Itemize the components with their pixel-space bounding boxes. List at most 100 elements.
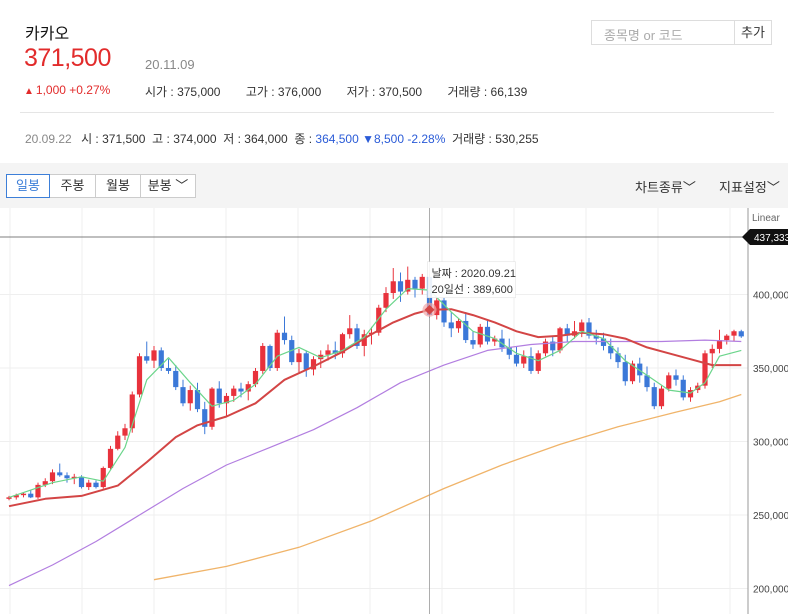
y-tick-label: 200,000 <box>753 585 788 596</box>
candle-body <box>361 334 367 346</box>
candle-body <box>709 348 715 354</box>
tab-weekly[interactable]: 주봉 <box>49 174 96 198</box>
candle-body <box>354 328 360 346</box>
candle-body <box>20 493 27 496</box>
volume: 거래량 : 66,139 <box>447 85 528 99</box>
candle-body <box>658 388 665 407</box>
candle-body <box>637 363 643 376</box>
y-tick-label: 300,000 <box>753 438 788 449</box>
stock-header: 카카오 371,500 20.11.09 ▲ 1,000 +0.27% 시가 : … <box>0 0 788 150</box>
ma20-line <box>8 308 742 508</box>
candle-body <box>687 390 694 398</box>
candle-body <box>78 476 85 488</box>
scale-label: Linear <box>752 213 780 224</box>
hover-open: 시 : 371,500 <box>81 132 146 146</box>
candle-body <box>310 359 317 370</box>
candle-body <box>600 338 607 346</box>
tooltip-ma20: 20일선 : 389,600 <box>432 282 513 296</box>
candle-body <box>274 332 280 368</box>
add-button[interactable]: 추가 <box>735 20 772 45</box>
candle-body <box>42 481 48 485</box>
candle-body <box>535 353 541 371</box>
ma60-line <box>8 339 742 587</box>
y-tick-label: 250,000 <box>753 511 788 522</box>
hover-change: ▼8,500 <box>362 132 405 146</box>
low-price: 저가 : 370,500 <box>346 85 423 99</box>
tab-monthly[interactable]: 월봉 <box>95 174 141 198</box>
price-change: ▲ 1,000 +0.27% <box>24 83 110 97</box>
candle-body <box>383 293 389 308</box>
candle-body <box>397 281 404 292</box>
candle-body <box>680 379 686 398</box>
change-percent: +0.27% <box>69 83 111 97</box>
candle-body <box>136 356 143 395</box>
candle-body <box>542 341 549 354</box>
candle-body <box>303 353 309 370</box>
candle-body <box>666 375 672 389</box>
candle-body <box>13 495 19 498</box>
candle-body <box>673 375 679 380</box>
y-tick-label: 400,000 <box>753 291 788 302</box>
current-price: 371,500 <box>24 44 111 72</box>
candle-body <box>296 353 302 363</box>
candle-body <box>347 328 353 335</box>
daily-stats: 시가 : 375,000 고가 : 376,000 저가 : 370,500 거… <box>145 83 549 100</box>
candle-body <box>144 356 150 361</box>
tab-minute[interactable]: 분봉 ﹀ <box>140 174 196 198</box>
candle-body <box>194 390 201 410</box>
chart-canvas[interactable]: 200,000 250,000 300,000 350,000 400,000 Linea… <box>0 208 788 614</box>
high-price: 고가 : 376,000 <box>245 85 322 99</box>
candle-body <box>209 388 215 427</box>
candle-body <box>550 341 556 351</box>
candle-body <box>332 350 338 354</box>
candle-body <box>738 331 744 337</box>
candle-body <box>448 322 454 329</box>
candlestick-chart[interactable]: 200,000 250,000 300,000 350,000 400,000 Linea… <box>0 208 788 614</box>
hover-high: 고 : 374,000 <box>152 132 217 146</box>
candle-body <box>376 307 382 333</box>
up-triangle-icon: ▲ <box>24 86 34 97</box>
search-input[interactable]: 종목명 or 코드 <box>591 20 735 45</box>
candle-body <box>586 322 592 336</box>
candle-body <box>64 475 70 479</box>
candle-body <box>289 340 295 363</box>
candle-body <box>260 345 266 371</box>
candle-body <box>492 338 498 342</box>
hover-volume: 거래량 : 530,255 <box>452 132 539 146</box>
hover-date: 20.09.22 <box>25 132 72 146</box>
candle-body <box>86 482 92 488</box>
candle-body <box>390 281 396 294</box>
hover-change-pct: -2.28% <box>407 132 446 146</box>
stock-name: 카카오 <box>25 26 70 43</box>
candle-body <box>477 326 483 345</box>
change-amount: 1,000 <box>35 83 66 97</box>
tab-daily[interactable]: 일봉 <box>6 174 50 198</box>
hover-close-label: 종 : <box>294 132 316 146</box>
candle-body <box>412 279 418 289</box>
candle-body <box>129 394 135 429</box>
candle-body <box>252 370 259 385</box>
candle-body <box>484 326 491 342</box>
candle-body <box>281 332 288 341</box>
candle-body <box>463 320 469 341</box>
current-price-label: 437,333 <box>754 233 788 244</box>
candle-body <box>49 472 56 482</box>
candle-body <box>629 363 636 382</box>
candle-body <box>115 435 121 449</box>
candle-body <box>100 467 106 488</box>
ma5-line <box>8 288 742 498</box>
chart-type-menu[interactable]: 차트종류﹀ <box>635 180 696 195</box>
candle-body <box>216 388 222 404</box>
candle-body <box>608 345 614 354</box>
candle-body <box>455 320 462 329</box>
candle-body <box>716 340 723 349</box>
indicator-settings-menu[interactable]: 지표설정﹀ <box>719 180 780 195</box>
hover-candle-info: 20.09.22 시 : 371,500 고 : 374,000 저 : 364… <box>25 130 539 147</box>
candle-body <box>6 497 12 499</box>
candle-body <box>339 334 346 354</box>
candle-body <box>724 335 730 341</box>
candle-body <box>223 395 230 404</box>
hover-low: 저 : 364,000 <box>223 132 288 146</box>
candle-body <box>651 387 657 407</box>
candle-body <box>165 368 172 371</box>
